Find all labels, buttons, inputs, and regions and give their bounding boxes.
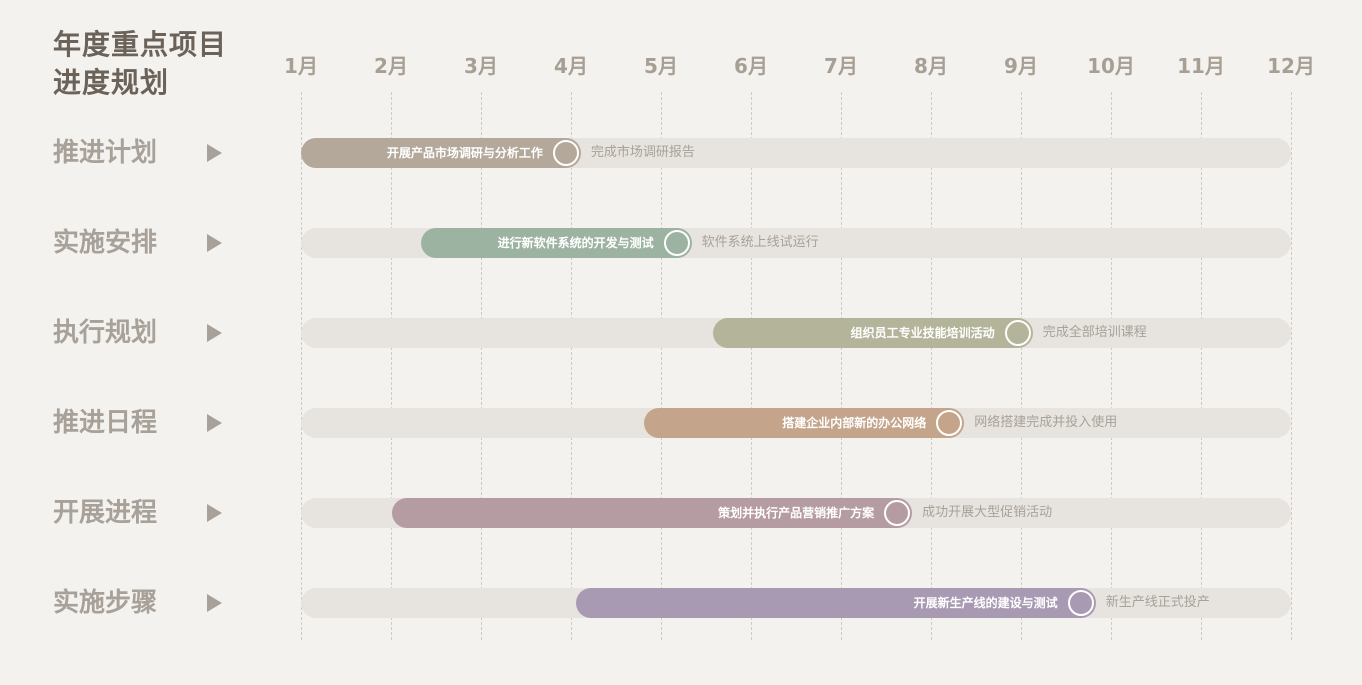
gridline bbox=[301, 92, 302, 640]
row-label: 开展进程 bbox=[53, 498, 158, 528]
title-line-2: 进度规划 bbox=[53, 66, 170, 99]
month-label: 12月 bbox=[1267, 54, 1315, 78]
month-label: 6月 bbox=[734, 54, 768, 78]
gridline bbox=[571, 92, 572, 640]
triangle-right-icon bbox=[207, 234, 222, 252]
gridline bbox=[1201, 92, 1202, 640]
task-bar[interactable]: 开展产品市场调研与分析工作 bbox=[301, 138, 581, 168]
row-label: 推进日程 bbox=[53, 408, 158, 438]
gridline bbox=[751, 92, 752, 640]
page-title: 年度重点项目 进度规划 bbox=[53, 26, 227, 102]
triangle-right-icon bbox=[207, 324, 222, 342]
gridline bbox=[1111, 92, 1112, 640]
task-label: 开展产品市场调研与分析工作 bbox=[386, 146, 543, 160]
milestone-label: 完成全部培训课程 bbox=[1042, 325, 1147, 340]
gridline bbox=[391, 92, 392, 640]
month-label: 8月 bbox=[914, 54, 948, 78]
task-bar[interactable]: 策划并执行产品营销推广方案 bbox=[391, 498, 913, 528]
gridline bbox=[931, 92, 932, 640]
milestone-dot-icon bbox=[1004, 320, 1031, 346]
task-bar[interactable]: 搭建企业内部新的办公网络 bbox=[643, 408, 965, 438]
task-label: 组织员工专业技能培训活动 bbox=[850, 326, 995, 340]
title-line-1: 年度重点项目 bbox=[53, 28, 228, 61]
milestone-dot-icon bbox=[1067, 590, 1094, 616]
milestone-label: 网络搭建完成并投入使用 bbox=[974, 415, 1118, 430]
gridline bbox=[661, 92, 662, 640]
month-label: 7月 bbox=[824, 54, 858, 78]
gridline bbox=[481, 92, 482, 640]
task-bar[interactable]: 进行新软件系统的开发与测试 bbox=[420, 228, 692, 258]
task-label: 开展新生产线的建设与测试 bbox=[913, 596, 1058, 610]
milestone-dot-icon bbox=[552, 140, 579, 166]
triangle-right-icon bbox=[207, 594, 222, 612]
row-label: 实施安排 bbox=[53, 228, 158, 258]
milestone-label: 新生产线正式投产 bbox=[1105, 595, 1210, 610]
gridline bbox=[1021, 92, 1022, 640]
month-label: 2月 bbox=[374, 54, 408, 78]
month-label: 9月 bbox=[1004, 54, 1038, 78]
milestone-label: 软件系统上线试运行 bbox=[701, 235, 819, 250]
row-label: 执行规划 bbox=[53, 318, 158, 348]
gridline bbox=[841, 92, 842, 640]
task-label: 进行新软件系统的开发与测试 bbox=[497, 236, 654, 250]
milestone-label: 成功开展大型促销活动 bbox=[922, 505, 1053, 520]
task-bar[interactable]: 开展新生产线的建设与测试 bbox=[576, 588, 1096, 618]
gridline bbox=[1291, 92, 1292, 640]
month-label: 3月 bbox=[464, 54, 498, 78]
month-label: 5月 bbox=[644, 54, 678, 78]
milestone-dot-icon bbox=[884, 500, 911, 526]
row-label: 实施步骤 bbox=[53, 588, 158, 618]
month-label: 4月 bbox=[554, 54, 588, 78]
task-bar[interactable]: 组织员工专业技能培训活动 bbox=[713, 318, 1033, 348]
triangle-right-icon bbox=[207, 144, 222, 162]
month-label: 1月 bbox=[284, 54, 318, 78]
milestone-dot-icon bbox=[663, 230, 690, 256]
milestone-label: 完成市场调研报告 bbox=[590, 145, 695, 160]
task-label: 策划并执行产品营销推广方案 bbox=[718, 506, 875, 520]
month-label: 10月 bbox=[1087, 54, 1135, 78]
row-label: 推进计划 bbox=[53, 138, 158, 168]
triangle-right-icon bbox=[207, 504, 222, 522]
milestone-dot-icon bbox=[936, 410, 963, 436]
task-label: 搭建企业内部新的办公网络 bbox=[782, 416, 927, 430]
month-label: 11月 bbox=[1177, 54, 1225, 78]
triangle-right-icon bbox=[207, 414, 222, 432]
